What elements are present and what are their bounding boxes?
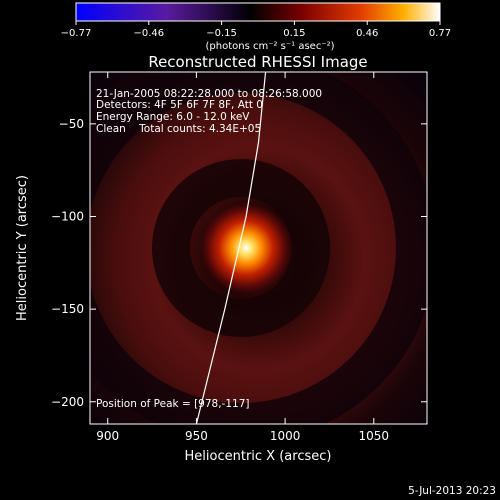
plot-title: Reconstructed RHESSI Image	[148, 53, 367, 71]
colorbar: −0.77 −0.46 −0.15 0.15 0.46 0.77 (photons cm⁻…	[61, 2, 451, 52]
x-axis-label: Heliocentric X (arcsec)	[185, 449, 332, 464]
heatmap-image	[90, 72, 427, 424]
x-tick-label: 1000	[270, 429, 301, 443]
colorbar-tick-label: 0.15	[283, 28, 305, 39]
colorbar-tick-label: −0.15	[206, 28, 237, 39]
colorbar-ticks: −0.77 −0.46 −0.15 0.15 0.46 0.77	[61, 21, 451, 39]
y-tick-label: −100	[51, 210, 84, 224]
colorbar-units: (photons cm⁻² s⁻¹ asec⁻²)	[205, 41, 334, 52]
x-axis-ticks: 900 950 1000 1050	[96, 72, 389, 443]
peak-position-label: Position of Peak = [978,-117]	[96, 398, 250, 410]
colorbar-tick-label: 0.46	[356, 28, 378, 39]
solar-limb-curve	[195, 72, 267, 424]
colorbar-tick-label: 0.77	[429, 28, 451, 39]
y-axis-ticks: −50 −100 −150 −200	[51, 117, 427, 409]
x-tick-label: 1050	[359, 429, 390, 443]
info-line-energy: Energy Range: 6.0 - 12.0 keV	[96, 111, 250, 123]
colorbar-tick-label: −0.46	[133, 28, 164, 39]
y-axis-label: Heliocentric Y (arcsec)	[15, 175, 30, 321]
colorbar-tick-label: −0.77	[61, 28, 92, 39]
info-line-detectors: Detectors: 4F 5F 6F 7F 8F, Att 0	[96, 99, 263, 111]
x-tick-label: 900	[96, 429, 119, 443]
info-block: 21-Jan-2005 08:22:28.000 to 08:26:58.000…	[96, 88, 322, 135]
info-line-time: 21-Jan-2005 08:22:28.000 to 08:26:58.000	[96, 88, 322, 100]
footer-date: 5-Jul-2013 20:23	[408, 485, 496, 497]
y-tick-label: −50	[59, 117, 84, 131]
info-line-clean: Clean Total counts: 4.34E+05	[96, 123, 261, 135]
peak-source	[201, 203, 292, 293]
y-tick-label: −200	[51, 395, 84, 409]
x-tick-label: 950	[185, 429, 208, 443]
y-tick-label: −150	[51, 302, 84, 316]
colorbar-gradient	[75, 2, 441, 22]
plot-frame	[89, 71, 428, 425]
